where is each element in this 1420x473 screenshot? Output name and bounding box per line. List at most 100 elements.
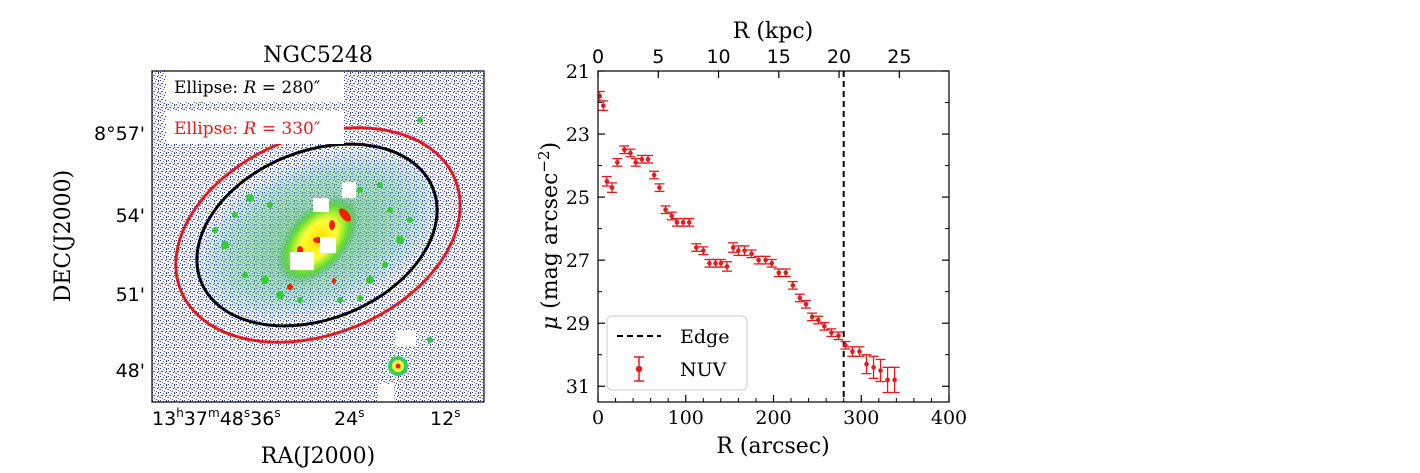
nuv-marker xyxy=(686,220,692,225)
galaxy-image-panel: NGC5248 xyxy=(51,43,485,469)
xtick-label: 24s xyxy=(334,406,364,430)
nuv-marker xyxy=(756,257,761,263)
top-xtick-label: 0 xyxy=(592,46,604,68)
image-frame xyxy=(151,70,485,403)
data-point xyxy=(875,358,886,383)
nuv-marker xyxy=(663,207,668,213)
nuv-marker xyxy=(803,301,809,307)
ytick-label: 54' xyxy=(116,205,145,227)
image-xlabel: RA(J2000) xyxy=(261,444,375,469)
data-point xyxy=(780,268,791,278)
legend-ellipse-330: Ellipse: R = 330″ xyxy=(174,119,320,139)
nuv-marker xyxy=(783,270,789,276)
ytick-label: 8°57' xyxy=(94,123,145,145)
nuv-marker xyxy=(871,365,876,370)
legend-nuv-label: NUV xyxy=(680,359,727,381)
ytick-label: 23 xyxy=(566,124,590,146)
nuv-marker xyxy=(645,156,651,162)
xtick-label: 400 xyxy=(931,407,967,429)
nuv-marker xyxy=(669,213,675,219)
top-tick-labels: 0 5 10 15 20 25 xyxy=(592,46,911,68)
chart-legend: Edge NUV xyxy=(606,315,748,391)
ytick-label: 29 xyxy=(566,313,590,335)
xtick-label: 300 xyxy=(843,407,879,429)
data-point xyxy=(643,154,654,164)
data-point xyxy=(619,145,630,155)
masked-regions xyxy=(290,182,416,402)
data-point xyxy=(660,205,671,215)
nuv-marker xyxy=(822,324,827,329)
data-point xyxy=(721,261,732,272)
nuv-marker xyxy=(790,283,796,288)
data-point xyxy=(868,355,879,380)
data-point xyxy=(684,217,695,227)
nuv-marker xyxy=(815,317,821,323)
data-point xyxy=(654,183,665,193)
xtick-label: 0 xyxy=(592,407,604,429)
data-point xyxy=(607,182,618,194)
data-point xyxy=(826,328,837,338)
nuv-marker xyxy=(639,156,645,162)
nuv-marker xyxy=(736,248,741,253)
data-point xyxy=(704,258,715,268)
nuv-marker xyxy=(769,260,775,266)
xtick-label: 13h37m48s36s xyxy=(152,406,281,430)
nuv-marker xyxy=(600,103,606,108)
data-point xyxy=(889,366,900,394)
ytick-label: 31 xyxy=(566,376,590,398)
ytick-label: 21 xyxy=(566,61,590,83)
chart-frame xyxy=(597,70,950,403)
nuv-marker xyxy=(657,185,662,190)
nuv-marker xyxy=(829,330,834,335)
nuv-marker xyxy=(878,368,883,373)
ellipse-280 xyxy=(195,142,439,328)
nuv-marker xyxy=(701,248,706,253)
data-point xyxy=(649,170,660,180)
nuv-marker xyxy=(850,349,855,354)
profile-chart: 0 100 200 300 400 21 23 25 27 29 31 0 5 10 15 20 25 Edg… xyxy=(535,19,967,459)
nuv-marker xyxy=(707,260,712,266)
data-point xyxy=(739,245,750,257)
nuv-marker xyxy=(628,150,633,156)
axis-ticks xyxy=(597,70,950,402)
nuv-marker xyxy=(713,260,718,266)
data-point xyxy=(787,280,798,290)
data-point xyxy=(861,354,872,375)
data-point xyxy=(746,249,757,259)
data-point xyxy=(728,242,739,253)
ytick-label: 25 xyxy=(566,187,590,209)
ytick-label: 48' xyxy=(116,360,145,382)
nuv-marker xyxy=(742,248,747,253)
xtick-label: 100 xyxy=(668,407,704,429)
data-point xyxy=(698,246,709,256)
data-point xyxy=(691,243,702,252)
nuv-marker xyxy=(843,342,848,348)
image-title: NGC5248 xyxy=(263,43,373,68)
data-point xyxy=(715,258,726,268)
xtick-label: 12s xyxy=(430,406,460,430)
nuv-marker xyxy=(864,361,869,367)
nuv-marker xyxy=(615,160,620,165)
nuv-marker xyxy=(693,245,699,250)
nuv-marker xyxy=(885,377,890,383)
data-point xyxy=(800,299,811,309)
data-point xyxy=(794,293,805,303)
nuv-marker xyxy=(724,264,730,269)
nuv-marker xyxy=(776,270,782,276)
nuv-marker xyxy=(836,333,841,339)
legend-ellipse-280: Ellipse: R = 280″ xyxy=(174,78,320,98)
data-point xyxy=(813,315,824,325)
data-point xyxy=(840,340,851,350)
data-point xyxy=(625,148,636,158)
nuv-marker xyxy=(749,251,754,257)
data-point xyxy=(833,331,844,341)
nuv-marker xyxy=(797,295,803,301)
data-point xyxy=(678,217,689,227)
spiral-arms xyxy=(197,97,433,343)
galaxy-image: Ellipse: R = 280″ Ellipse: R = 330″ xyxy=(152,71,484,402)
chart-top-xlabel: R (kpc) xyxy=(733,19,813,44)
xtick-label: 200 xyxy=(755,407,791,429)
data-point xyxy=(819,321,830,331)
data-point xyxy=(612,157,623,167)
